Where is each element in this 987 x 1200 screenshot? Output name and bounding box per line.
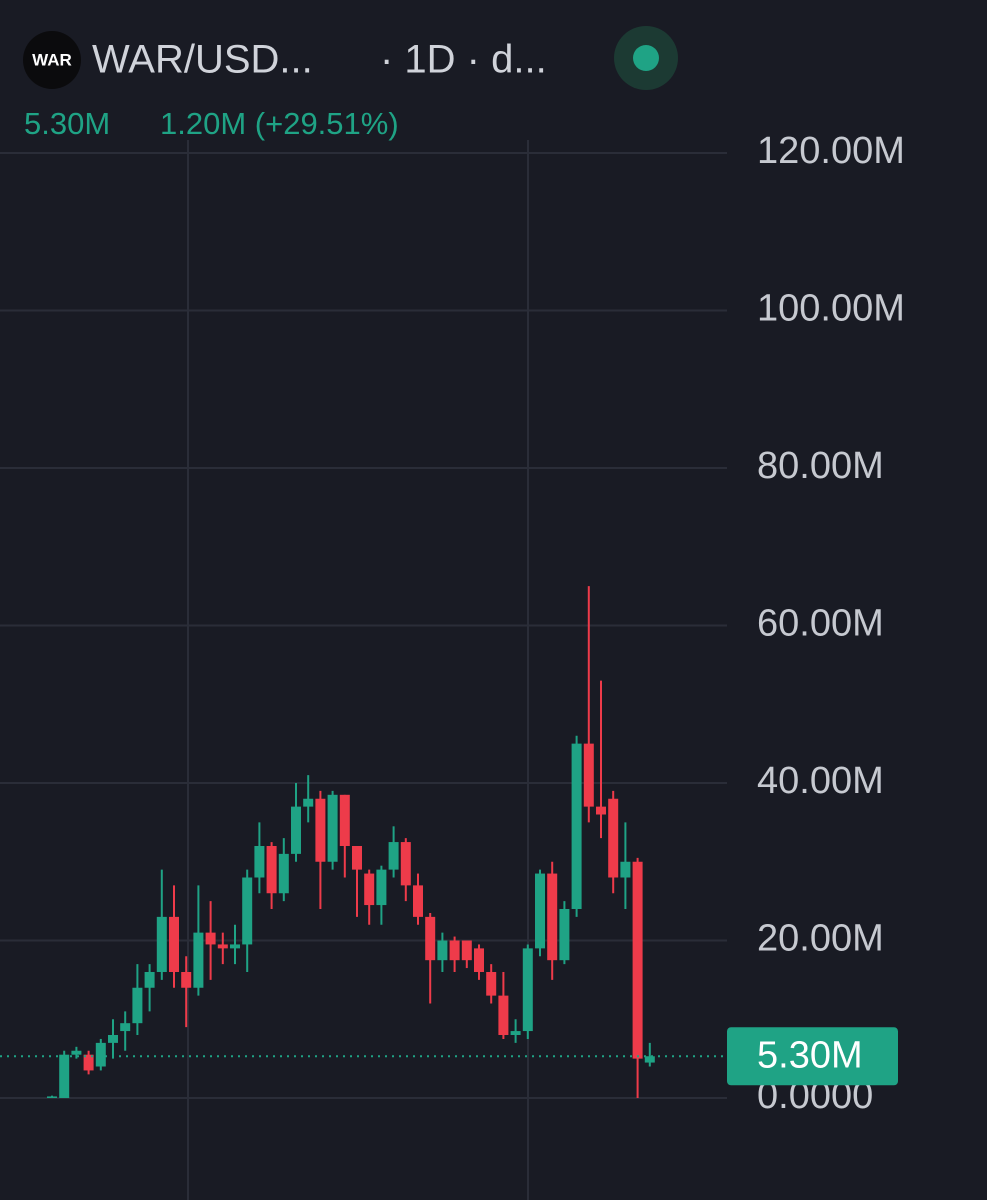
candle-body [583, 743, 594, 807]
last-price-label: 5.30M [757, 1034, 863, 1076]
candle-body [644, 1056, 655, 1063]
candle-body [571, 743, 582, 909]
candle-body [413, 885, 423, 917]
candle-body [108, 1035, 118, 1043]
candle-body [364, 873, 375, 906]
candle-body [59, 1054, 70, 1098]
last-price-box [727, 1027, 898, 1086]
candle-body [474, 948, 484, 972]
candle-body [95, 1042, 106, 1067]
candle-body [596, 806, 606, 815]
candle-body [486, 972, 497, 996]
y-tick-label: 120.00M [757, 130, 905, 172]
candle-body [156, 916, 167, 972]
candle-body [120, 1023, 131, 1032]
y-tick-label: 80.00M [757, 445, 884, 487]
candle-body [181, 972, 192, 988]
y-tick-label: 20.00M [757, 918, 884, 960]
candle-body [437, 940, 448, 961]
candle-body [352, 846, 362, 870]
price: 5.30M [24, 106, 110, 141]
y-tick-label: 60.00M [757, 603, 884, 645]
candle-body [83, 1054, 94, 1071]
status-dot [633, 45, 659, 71]
candle-body [217, 944, 228, 949]
y-tick-label: 40.00M [757, 760, 884, 802]
candle-body [205, 932, 216, 945]
symbol: WAR/USD... [92, 38, 313, 82]
candle-body [461, 940, 472, 961]
candle-body [47, 1096, 57, 1098]
candle-body [132, 987, 143, 1024]
candle-body [339, 794, 350, 846]
candle-body [400, 842, 411, 886]
candle-body [71, 1050, 82, 1055]
change: 1.20M (+29.51%) [160, 106, 399, 141]
candle-body [315, 798, 326, 862]
candle-body [169, 916, 179, 972]
candle-body [266, 846, 277, 894]
candle-body [620, 861, 631, 878]
candle-body [547, 873, 558, 961]
candle-body [327, 794, 338, 862]
plot: 0.000020.00M40.00M60.00M80.00M100.00M120… [0, 130, 905, 1117]
candle-body [449, 940, 460, 961]
candle-body [230, 944, 240, 949]
candle-body [608, 798, 619, 878]
candle-body [254, 846, 265, 878]
candle-body [291, 806, 301, 854]
candle-body [632, 861, 643, 1059]
candle-body [278, 853, 289, 894]
candle-body [144, 972, 155, 988]
candle-body [303, 798, 314, 807]
candle-body [510, 1031, 521, 1035]
logo [23, 31, 81, 89]
candle-body [425, 916, 436, 961]
candle-body [522, 948, 533, 1032]
interval: · 1D · d... [380, 38, 547, 82]
candle-body [535, 873, 545, 949]
y-tick-label: 100.00M [757, 288, 905, 330]
candle-body [498, 995, 509, 1035]
candle-body [242, 877, 253, 945]
candle-body [376, 869, 387, 906]
candle-body [559, 909, 570, 961]
candle-body [388, 842, 399, 870]
candle-body [193, 932, 204, 988]
logo-text: WAR [32, 50, 72, 69]
